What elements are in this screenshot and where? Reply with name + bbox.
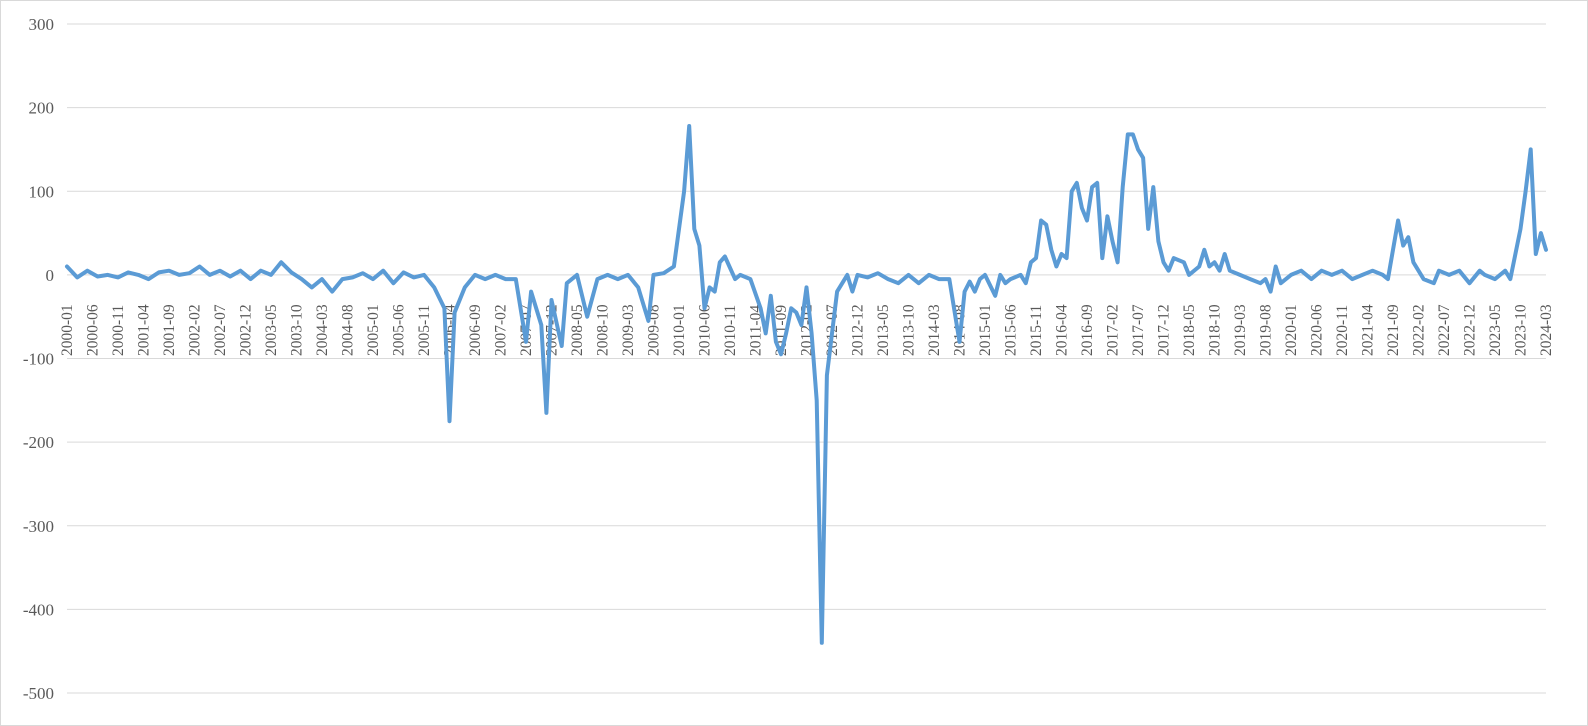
series-group [65,124,1548,645]
x-tick-label: 2005-01 [365,304,382,356]
x-tick-label: 2000-06 [85,304,102,356]
x-tick-label: 2009-03 [620,304,637,356]
x-tick-label: 2020-06 [1309,304,1326,356]
x-tick-label: 2008-05 [569,304,586,356]
x-tick-label: 2017-07 [1130,304,1147,356]
x-tick-label: 2013-05 [875,304,892,356]
x-tick-label: 2001-09 [161,304,178,356]
y-tick-label: 200 [29,99,55,118]
x-tick-label: 2022-12 [1462,304,1479,356]
y-tick-label: -300 [23,517,54,536]
x-tick-label: 2004-03 [314,304,331,356]
x-tick-label: 2010-06 [697,304,714,356]
y-tick-label: 0 [46,266,55,285]
x-tick-label: 2022-02 [1411,304,1428,356]
x-tick-label: 2002-07 [212,304,229,356]
x-tick-label: 2000-11 [110,305,127,356]
gridlines [67,23,1546,694]
series-line-0 [65,124,1548,645]
y-tick-label: -500 [23,684,54,703]
y-tick-label: -200 [23,433,54,452]
x-tick-label: 2014-03 [926,304,943,356]
x-tick-label: 2001-04 [136,304,153,356]
x-tick-label: 2003-10 [289,304,306,356]
x-tick-label: 2020-11 [1334,305,1351,356]
x-tick-label: 2023-05 [1487,304,1504,356]
x-tick-label: 2000-01 [59,304,76,356]
x-tick-label: 2007-02 [493,304,510,356]
y-tick-label: -400 [23,600,54,619]
x-tick-label: 2013-10 [901,304,918,356]
x-tick-label: 2019-08 [1258,304,1275,356]
x-tick-label: 2005-06 [391,304,408,356]
x-tick-label: 2021-04 [1360,304,1377,356]
x-tick-label: 2020-01 [1283,304,1300,356]
x-tick-label: 2021-09 [1385,304,1402,356]
x-tick-label: 2018-10 [1207,304,1224,356]
x-tick-label: 2015-11 [1028,305,1045,356]
x-tick-label: 2017-02 [1105,304,1122,356]
x-tick-label: 2004-08 [340,304,357,356]
x-tick-label: 2002-12 [238,304,255,356]
x-tick-label: 2003-05 [263,304,280,356]
x-tick-label: 2010-11 [722,305,739,356]
x-tick-label: 2022-07 [1436,304,1453,356]
x-tick-label: 2017-12 [1156,304,1173,356]
y-tick-label: 100 [29,182,55,201]
y-axis-tick-labels: 300 200 100 0 -100 -200 -300 -400 -500 [23,15,54,703]
x-tick-label: 2005-11 [416,305,433,356]
x-tick-label: 2002-02 [187,304,204,356]
x-tick-label: 2015-06 [1003,304,1020,356]
x-tick-label: 2015-01 [977,304,994,356]
x-axis-tick-labels: 2000-01 2000-06 2000-11 2001-04 2001-09 2002-… [59,304,1555,356]
x-tick-label: 2023-10 [1513,304,1530,356]
x-tick-label: 2016-04 [1054,304,1071,356]
x-tick-label: 2016-09 [1079,304,1096,356]
x-tick-label: 2011-04 [748,305,765,356]
x-tick-label: 2008-10 [595,304,612,356]
x-tick-label: 2010-01 [671,304,688,356]
x-tick-label: 2018-05 [1181,304,1198,356]
x-tick-label: 2006-09 [467,304,484,356]
x-tick-label: 2019-03 [1232,304,1249,356]
x-tick-label: 2012-12 [850,304,867,356]
y-tick-label: 300 [29,15,55,34]
y-tick-label: -100 [23,350,54,369]
x-tick-label: 2024-03 [1538,304,1555,356]
